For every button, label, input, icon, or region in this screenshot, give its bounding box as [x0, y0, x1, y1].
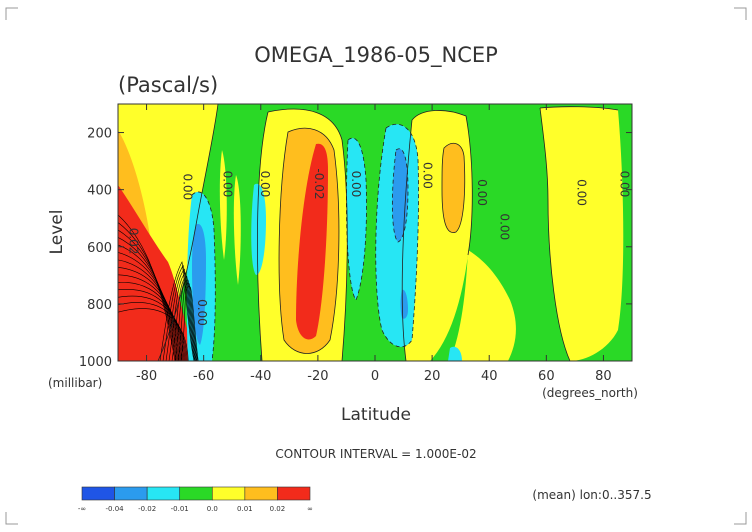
y-axis-label: Level [47, 210, 67, 255]
legend-swatch [146, 486, 181, 501]
legend-label: -∞ [78, 505, 86, 513]
blue-zone [192, 224, 206, 345]
contour-label: 0.00 [421, 162, 435, 189]
negative-contour-lines [191, 123, 419, 361]
dense-contour [174, 279, 198, 361]
legend-label: ∞ [307, 505, 313, 513]
cyan-zone [251, 183, 266, 275]
y-units: (millibar) [48, 376, 102, 390]
legend-label: -0.02 [138, 505, 156, 513]
dense-contour [118, 222, 177, 361]
corner-marks [5, 7, 747, 525]
contour-label: 0.00 [258, 171, 272, 198]
contour-lines [157, 104, 619, 361]
cyan-zone [448, 346, 462, 361]
legend-label: 0.01 [237, 505, 253, 513]
y-tick-label: 600 [87, 241, 112, 256]
color-legend: -∞ -0.04 -0.02 -0.01 0.0 0.01 0.02 ∞ [78, 486, 313, 513]
contour-label: 0.00 [195, 299, 209, 326]
dense-contour [118, 237, 179, 361]
x-tick-label: -40 [250, 369, 271, 384]
dense-contours [118, 214, 199, 361]
dense-contour [118, 252, 181, 361]
legend-label: 0.02 [270, 505, 286, 513]
x-axis: -80 -60 -40 -20 0 20 40 60 80 [136, 104, 612, 384]
legend-label: 0.0 [207, 505, 218, 513]
legend-swatch [114, 486, 148, 501]
x-tick-label: 20 [424, 369, 441, 384]
yellow-zone [540, 106, 624, 361]
legend-label: -0.01 [171, 505, 189, 513]
legend-swatch [81, 486, 115, 501]
contour-label: 0.00 [221, 171, 235, 198]
x-tick-label: 40 [481, 369, 498, 384]
dense-contour [118, 282, 185, 361]
footnote: (mean) lon:0..357.5 [532, 488, 651, 502]
dense-contour [177, 283, 198, 361]
x-tick-label: 60 [538, 369, 555, 384]
dense-contour [118, 302, 188, 361]
x-tick-label: -80 [136, 369, 157, 384]
dense-contour [118, 267, 183, 361]
yellow-zone [233, 175, 241, 285]
dense-contour [168, 272, 197, 361]
contour-labels: 0.00 0.00 0.00 -0.02 0.00 0.00 0.00 0.00 0.00 0.0… [126, 162, 631, 326]
dense-contour [180, 286, 199, 361]
contour-label: -0.02 [312, 168, 326, 199]
yellow-zone [450, 250, 516, 361]
x-units: (degrees_north) [542, 386, 638, 400]
contour-label: 0.00 [475, 179, 489, 206]
dense-contour [171, 275, 197, 361]
x-tick-label: 0 [371, 369, 379, 384]
orange-zone [442, 143, 465, 233]
y-tick-label: 800 [87, 298, 112, 313]
dense-contour [165, 268, 196, 361]
x-tick-label: 80 [595, 369, 612, 384]
red-zone [296, 143, 328, 340]
y-tick-label: 200 [87, 127, 112, 142]
legend-swatch [179, 486, 213, 501]
x-axis-label: Latitude [341, 405, 411, 425]
contour-label: 0.00 [575, 179, 589, 206]
legend-swatch [244, 486, 278, 501]
chart-subtitle: (Pascal/s) [118, 73, 218, 97]
dense-contour [162, 264, 195, 361]
contour-label: 0.00 [349, 171, 363, 198]
dense-contour [159, 261, 195, 361]
chart-title: OMEGA_1986-05_NCEP [254, 43, 498, 68]
x-tick-label: -60 [193, 369, 214, 384]
y-tick-label: 400 [87, 184, 112, 199]
legend-label: -0.04 [106, 505, 125, 513]
x-tick-label: -20 [307, 369, 328, 384]
y-axis: 200 400 600 800 1000 [79, 127, 632, 370]
contour-label: 0.00 [618, 171, 632, 198]
yellow-zone [219, 150, 227, 260]
legend-swatch [277, 486, 311, 501]
red-zone [118, 185, 196, 361]
contour-label: 0.00 [181, 173, 195, 200]
dense-contour [118, 295, 187, 361]
contour-label: 0.02 [126, 228, 140, 255]
contour-label: 0.00 [498, 213, 512, 240]
contour-field: 0.00 0.00 0.00 -0.02 0.00 0.00 0.00 0.00 0.00 0.0… [118, 104, 632, 361]
legend-swatch [211, 486, 246, 501]
cyan-zone [346, 138, 367, 300]
y-tick-label: 1000 [79, 355, 112, 370]
contour-interval: CONTOUR INTERVAL = 1.000E-02 [275, 447, 476, 461]
